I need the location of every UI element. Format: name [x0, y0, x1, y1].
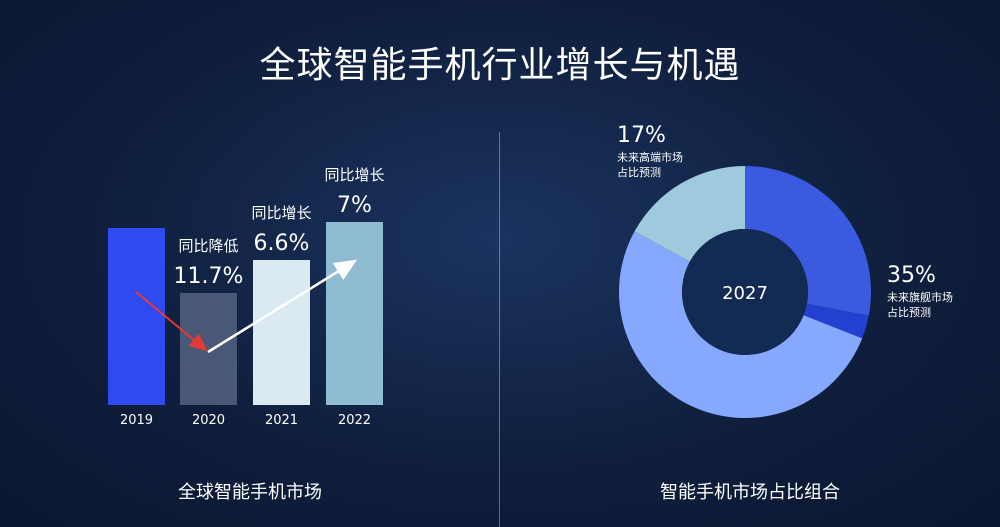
callout-line1: 未来高端市场 [617, 150, 683, 164]
bar-2020 [180, 293, 237, 405]
x-tick-label: 2020 [192, 413, 225, 428]
donut-hole [682, 229, 808, 355]
callout-line1: 未来旗舰市场 [887, 290, 953, 304]
bar-chart: 2019 2020 2021 2022 同比降低 11.7% 同比增长 6.6% 同比增长 7% [108, 166, 385, 428]
donut-slice-1 [803, 303, 869, 339]
donut-center-label: 2027 [722, 283, 768, 304]
callout-percent: 35% [887, 263, 936, 288]
bar-chart-caption: 全球智能手机市场 [178, 482, 322, 503]
annotation-label: 同比增长 [324, 166, 384, 184]
trend-up-arrow [207, 259, 358, 354]
annotation-value: 7% [337, 193, 372, 218]
section-divider [499, 132, 500, 527]
callout-percent: 17% [617, 123, 666, 148]
annotation-label: 同比降低 [178, 237, 238, 255]
bar-2019 [108, 228, 165, 405]
annotation-label: 同比增长 [251, 204, 311, 222]
x-tick-label: 2022 [338, 413, 371, 428]
x-tick-label: 2021 [265, 413, 298, 428]
annotation-value: 11.7% [174, 264, 244, 289]
annotation-value: 6.6% [254, 231, 310, 256]
callout-line2: 占比预测 [617, 165, 661, 179]
donut-slice-0 [745, 166, 871, 316]
donut-chart-caption: 智能手机市场占比组合 [660, 482, 840, 503]
x-tick-label: 2019 [120, 413, 153, 428]
callout-line2: 占比预测 [887, 305, 931, 319]
trend-down-arrow [135, 291, 208, 352]
page-title: 全球智能手机行业增长与机遇 [259, 45, 741, 86]
bar-2021 [253, 260, 310, 405]
donut-slice-3 [634, 166, 745, 262]
donut-slice-2 [619, 231, 863, 418]
bar-2022 [326, 222, 383, 405]
